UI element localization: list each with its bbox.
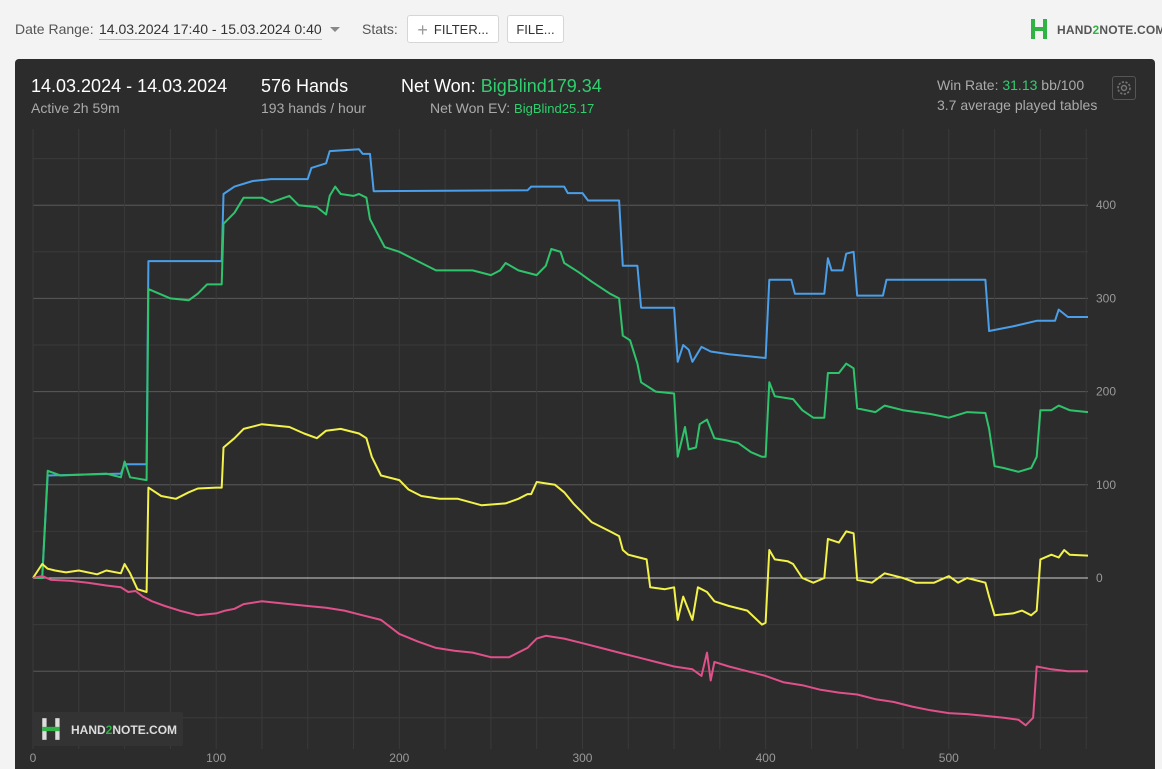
settings-button[interactable] [1112, 76, 1136, 100]
series-line-pink [32, 575, 1088, 727]
plus-icon: + [417, 20, 428, 40]
chart-ticks: 0 100 200 300 400 0 100 200 300 400 500 [30, 198, 1117, 765]
net-won-ev-label: Net Won EV: [430, 100, 511, 116]
net-won-label: Net Won: [401, 76, 476, 96]
win-rate-unit: bb/100 [1041, 77, 1085, 93]
date-range-label: Date Range: [15, 21, 94, 37]
active-time: Active 2h 59m [31, 100, 120, 116]
watermark-logo-text: HAND2NOTE.COM [71, 723, 178, 737]
net-won: Net Won: BigBlind179.34 [401, 76, 602, 97]
hands-per-hour: 193 hands / hour [261, 100, 367, 116]
file-button-label: FILE... [516, 22, 555, 37]
chart-grid [32, 129, 1088, 749]
graph-panel: 14.03.2024 - 14.03.2024 Active 2h 59m 57… [15, 59, 1155, 769]
net-won-ev-value: BigBlind25.17 [514, 101, 595, 116]
file-button[interactable]: FILE... [507, 15, 564, 43]
x-tick-label: 200 [389, 751, 409, 765]
date-range-select[interactable]: 14.03.2024 17:40 - 15.03.2024 0:40 [99, 21, 322, 40]
net-won-value: BigBlind179.34 [480, 76, 602, 96]
y-tick-label: 0 [1096, 571, 1103, 585]
y-tick-label: 100 [1096, 478, 1116, 492]
net-won-ev: Net Won EV: BigBlind25.17 [430, 100, 594, 116]
win-rate-label: Win Rate: [937, 77, 999, 93]
toolbar: Date Range: 14.03.2024 17:40 - 15.03.202… [0, 0, 1162, 58]
brand-logo: HAND2NOTE.COM [1029, 17, 1162, 43]
average-tables: 3.7 average played tables [937, 97, 1098, 113]
x-tick-label: 500 [939, 751, 959, 765]
watermark-logo-icon [42, 718, 60, 740]
chevron-down-icon[interactable] [330, 27, 340, 32]
x-tick-label: 400 [756, 751, 776, 765]
hands-count: 576 Hands [261, 76, 349, 96]
session-date: 14.03.2024 - 14.03.2024 [31, 76, 228, 96]
filter-button-label: FILTER... [433, 22, 489, 37]
filter-button[interactable]: + FILTER... [407, 15, 499, 43]
x-tick-label: 0 [30, 751, 37, 765]
win-rate-value: 31.13 [1002, 77, 1038, 93]
watermark-logo: HAND2NOTE.COM [33, 712, 183, 746]
logo-icon [1031, 19, 1047, 39]
series-line-green [33, 185, 1089, 579]
y-tick-label: 300 [1096, 291, 1116, 305]
series-line-blue [33, 148, 1088, 579]
y-tick-label: 400 [1096, 198, 1116, 212]
gear-icon [1117, 81, 1131, 95]
win-rate: Win Rate: 31.13 bb/100 [937, 77, 1084, 93]
series-line-yellow [32, 423, 1089, 626]
x-tick-label: 300 [572, 751, 592, 765]
stats-label: Stats: [362, 21, 398, 37]
y-tick-label: 200 [1096, 385, 1116, 399]
x-tick-label: 100 [206, 751, 226, 765]
logo-text: HAND2NOTE.COM [1057, 23, 1162, 37]
chart-lines [32, 148, 1089, 727]
